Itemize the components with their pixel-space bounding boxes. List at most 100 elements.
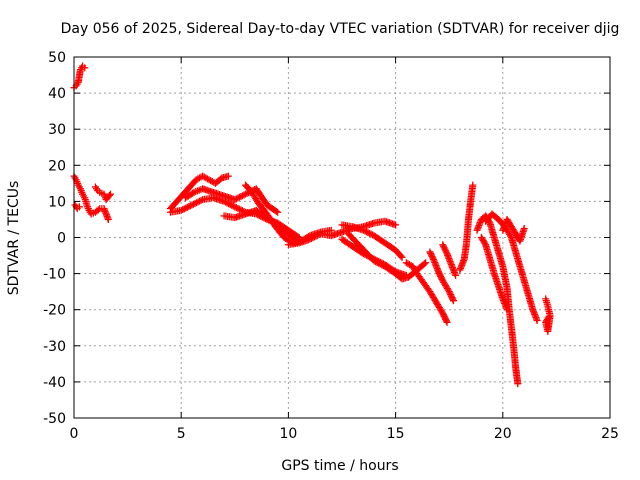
- data-point: [452, 271, 460, 279]
- data-point: [306, 235, 314, 243]
- data-point: [186, 202, 194, 210]
- data-point: [440, 244, 448, 252]
- data-point: [440, 312, 448, 320]
- x-axis-label: GPS time / hours: [281, 458, 398, 474]
- data-point: [105, 192, 113, 200]
- y-tick-label: 50: [48, 50, 66, 66]
- data-point: [439, 311, 447, 319]
- data-point: [429, 255, 437, 263]
- data-point: [313, 231, 321, 239]
- data-point: [242, 190, 250, 198]
- data-point: [367, 230, 375, 238]
- y-tick-label: -30: [43, 339, 66, 355]
- data-point: [179, 206, 187, 214]
- data-point: [231, 203, 239, 211]
- data-point: [234, 204, 242, 212]
- data-point: [238, 192, 246, 200]
- data-point: [376, 260, 384, 268]
- data-point: [363, 228, 371, 236]
- data-point: [359, 226, 367, 234]
- data-point: [307, 235, 315, 243]
- data-point: [235, 193, 243, 201]
- data-point: [398, 253, 406, 261]
- x-tick-label: 20: [494, 426, 512, 442]
- data-point: [442, 315, 450, 323]
- data-point: [469, 181, 477, 189]
- data-point: [232, 195, 240, 203]
- data-point: [196, 197, 204, 205]
- data-point: [225, 200, 233, 208]
- data-point: [231, 196, 239, 204]
- x-tick-label: 15: [387, 426, 405, 442]
- data-point: [364, 229, 372, 237]
- chart-title: Day 056 of 2025, Sidereal Day-to-day VTE…: [61, 21, 620, 37]
- y-tick-label: -50: [43, 411, 66, 427]
- y-tick-label: -10: [43, 267, 66, 283]
- data-point: [180, 205, 188, 213]
- data-point: [533, 317, 541, 325]
- data-point: [449, 297, 457, 305]
- data-point: [435, 269, 443, 277]
- data-point: [366, 229, 374, 237]
- data-point: [503, 306, 511, 314]
- data-point: [443, 318, 451, 326]
- data-point: [428, 252, 436, 260]
- data-point: [392, 221, 400, 229]
- data-point: [520, 224, 528, 232]
- data-point: [183, 203, 191, 211]
- y-tick-label: 0: [57, 231, 66, 247]
- data-point: [224, 172, 232, 180]
- data-point: [447, 292, 455, 300]
- data-point: [370, 257, 378, 265]
- y-axis-label: SDTVAR / TECUs: [6, 181, 22, 296]
- data-point: [397, 252, 405, 260]
- data-point: [228, 201, 236, 209]
- data-point: [106, 190, 114, 198]
- data-point: [232, 204, 240, 212]
- data-point: [426, 248, 434, 256]
- data-point: [375, 259, 383, 267]
- data-point: [427, 251, 435, 259]
- data-point: [437, 272, 445, 280]
- x-tick-label: 5: [177, 426, 186, 442]
- data-point: [229, 202, 237, 210]
- data-point: [234, 194, 242, 202]
- data-point: [422, 259, 430, 267]
- data-point: [274, 208, 282, 216]
- data-point: [189, 189, 197, 197]
- data-point: [272, 207, 280, 215]
- data-points: [70, 62, 554, 388]
- data-point: [194, 198, 202, 206]
- data-point: [189, 200, 197, 208]
- data-point: [447, 291, 455, 299]
- data-point: [442, 317, 450, 325]
- y-tick-label: -20: [43, 303, 66, 319]
- x-tick-label: 25: [601, 426, 619, 442]
- y-tick-label: 20: [48, 158, 66, 174]
- data-point: [449, 295, 457, 303]
- y-tick-label: 40: [48, 86, 66, 102]
- data-point: [441, 314, 449, 322]
- y-tick-label: -40: [43, 375, 66, 391]
- data-point: [373, 259, 381, 267]
- y-tick-label: 30: [48, 122, 66, 138]
- data-point: [94, 206, 102, 214]
- data-point: [442, 248, 450, 256]
- data-point: [188, 201, 196, 209]
- data-point: [372, 258, 380, 266]
- data-point: [439, 241, 447, 249]
- axis-ticks: 0 5 10 15 20 25 -50 -40 -30 -20 -10 0 10 20 30 40 50: [43, 50, 619, 442]
- data-point: [237, 193, 245, 201]
- x-tick-label: 0: [70, 426, 79, 442]
- x-tick-label: 10: [279, 426, 297, 442]
- data-point: [309, 234, 317, 242]
- data-point: [177, 206, 185, 214]
- data-point: [429, 254, 437, 262]
- data-point: [514, 380, 522, 388]
- data-point: [226, 200, 234, 208]
- data-point: [81, 64, 89, 72]
- data-point: [442, 247, 450, 255]
- data-point: [104, 215, 112, 223]
- data-point: [310, 233, 318, 241]
